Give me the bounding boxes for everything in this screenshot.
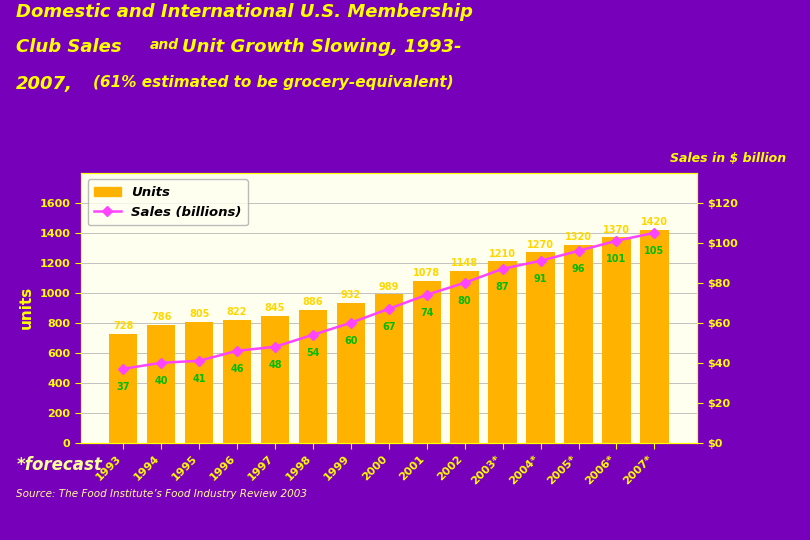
Text: (61% estimated to be grocery-equivalent): (61% estimated to be grocery-equivalent) [93, 75, 454, 90]
Text: 1148: 1148 [451, 258, 478, 268]
Text: 105: 105 [644, 246, 664, 255]
Text: 822: 822 [227, 307, 247, 317]
Bar [185, 322, 213, 443]
Text: 932: 932 [341, 291, 361, 300]
Y-axis label: units: units [19, 286, 34, 329]
Legend: Units, Sales (billions): Units, Sales (billions) [87, 179, 248, 225]
Text: 1420: 1420 [641, 217, 668, 227]
Bar [526, 252, 555, 443]
Text: 1078: 1078 [413, 268, 441, 279]
Text: 1370: 1370 [603, 225, 630, 234]
Text: 91: 91 [534, 274, 548, 284]
Text: 728: 728 [113, 321, 134, 331]
Text: 96: 96 [572, 264, 586, 274]
Bar [223, 320, 251, 443]
Bar [261, 316, 289, 443]
Text: 87: 87 [496, 281, 509, 292]
Bar [147, 325, 176, 443]
Bar [374, 294, 403, 443]
Text: 67: 67 [382, 321, 395, 332]
Text: 60: 60 [344, 335, 357, 346]
Text: *forecast: *forecast [16, 456, 102, 474]
Bar [488, 261, 517, 443]
Bar [450, 271, 479, 443]
Text: 989: 989 [378, 282, 399, 292]
Text: 1270: 1270 [527, 240, 554, 249]
Bar [412, 281, 441, 443]
Text: 41: 41 [192, 374, 206, 383]
Text: 80: 80 [458, 295, 471, 306]
Bar [337, 303, 365, 443]
Text: 48: 48 [268, 360, 282, 369]
Bar [565, 245, 593, 443]
Text: Domestic and International U.S. Membership: Domestic and International U.S. Membersh… [16, 3, 473, 21]
Text: Source: The Food Institute’s Food Industry Review 2003: Source: The Food Institute’s Food Indust… [16, 489, 307, 499]
Bar [299, 310, 327, 443]
Text: and: and [150, 38, 179, 52]
Text: 40: 40 [155, 375, 168, 386]
Text: Unit Growth Slowing, 1993-: Unit Growth Slowing, 1993- [182, 38, 462, 56]
Bar [109, 334, 138, 443]
Text: 1320: 1320 [565, 232, 592, 242]
Text: 74: 74 [420, 308, 433, 318]
Bar [640, 230, 668, 443]
Text: Club Sales: Club Sales [16, 38, 122, 56]
Text: 845: 845 [265, 303, 285, 313]
Text: 2007,: 2007, [16, 75, 73, 92]
Text: 786: 786 [151, 312, 172, 322]
Text: 886: 886 [303, 297, 323, 307]
Bar [602, 237, 631, 443]
Text: 1210: 1210 [489, 248, 516, 259]
Text: Sales in $ billion: Sales in $ billion [670, 152, 786, 165]
Text: 805: 805 [189, 309, 209, 319]
Text: 37: 37 [117, 382, 130, 392]
Text: 46: 46 [230, 363, 244, 374]
Text: 101: 101 [607, 254, 627, 264]
Text: 54: 54 [306, 348, 320, 357]
